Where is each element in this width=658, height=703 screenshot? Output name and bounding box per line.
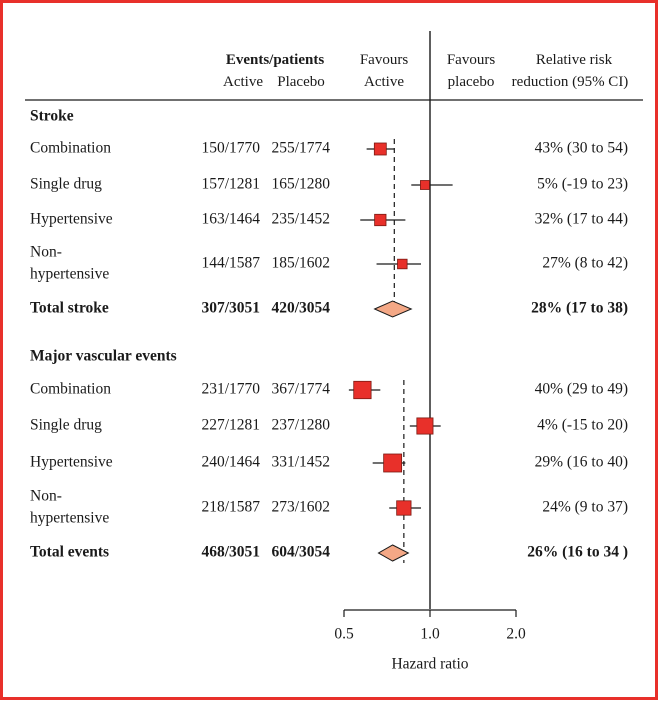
x-axis-label: Hazard ratio [391,656,468,673]
header-rrr-1: Relative risk [536,52,613,68]
total-diamond [373,300,413,318]
relative-risk-reduction: 4% (-15 to 20) [537,417,628,434]
total-diamond [377,544,410,562]
total-label: Total stroke [30,300,109,317]
header-active: Active [223,74,263,90]
total-placebo-events: 604/3054 [271,544,330,561]
hazard-ratio-marker [353,380,372,400]
active-events: 150/1770 [201,140,260,157]
hazard-ratio-marker [420,180,430,190]
placebo-events: 255/1774 [271,140,330,157]
row-label: Combination [30,381,111,398]
placebo-events: 165/1280 [271,176,330,193]
group-title: Stroke [30,108,74,125]
relative-risk-reduction: 29% (16 to 40) [535,454,628,471]
hazard-ratio-marker [397,258,408,270]
group-title: Major vascular events [30,348,177,365]
row-label: Hypertensive [30,211,113,228]
active-events: 227/1281 [201,417,260,434]
x-tick-label: 2.0 [506,626,526,643]
active-events: 157/1281 [201,176,260,193]
relative-risk-reduction: 32% (17 to 44) [535,211,628,228]
placebo-events: 237/1280 [271,417,330,434]
hazard-ratio-marker [396,500,412,516]
relative-risk-reduction: 43% (30 to 54) [535,140,628,157]
row-label: Single drug [30,176,102,193]
active-events: 144/1587 [201,255,260,272]
hazard-ratio-marker [373,142,387,156]
relative-risk-reduction: 24% (9 to 37) [542,499,628,516]
header-favours-placebo-2: placebo [448,74,495,90]
row-label: Combination [30,140,111,157]
total-relative-risk-reduction: 28% (17 to 38) [531,300,628,317]
forest-plot: Events/patients Active Placebo Favours A… [25,31,643,673]
header-favours-active-1: Favours [360,52,408,68]
hazard-ratio-marker [416,417,434,435]
relative-risk-reduction: 40% (29 to 49) [535,381,628,398]
total-placebo-events: 420/3054 [271,300,330,317]
header-events-patients: Events/patients [226,52,325,68]
row-label: Non- [30,244,62,261]
placebo-events: 367/1774 [271,381,330,398]
relative-risk-reduction: 27% (8 to 42) [542,255,628,272]
hazard-ratio-marker [374,213,387,227]
hazard-ratio-marker [383,453,403,473]
x-tick-label: 1.0 [420,626,440,643]
x-tick-label: 0.5 [334,626,354,643]
placebo-events: 331/1452 [271,454,330,471]
header-favours-placebo-1: Favours [447,52,495,68]
header-favours-active-2: Active [364,74,404,90]
plot-layer: Stroke Combination 150/1770 255/1774 43% (30… [30,31,628,673]
row-label: Single drug [30,417,102,434]
row-label: Non- [30,488,62,505]
total-active-events: 468/3051 [201,544,260,561]
header-placebo: Placebo [277,74,324,90]
row-label: hypertensive [30,266,109,283]
total-label: Total events [30,544,109,561]
active-events: 231/1770 [201,381,260,398]
total-active-events: 307/3051 [201,300,260,317]
active-events: 163/1464 [201,211,260,228]
row-label: Hypertensive [30,454,113,471]
placebo-events: 273/1602 [271,499,330,516]
row-label: hypertensive [30,510,109,527]
total-relative-risk-reduction: 26% (16 to 34 ) [527,544,628,561]
active-events: 240/1464 [201,454,260,471]
placebo-events: 235/1452 [271,211,330,228]
placebo-events: 185/1602 [271,255,330,272]
relative-risk-reduction: 5% (-19 to 23) [537,176,628,193]
header-rrr-2: reduction (95% CI) [512,74,629,90]
active-events: 218/1587 [201,499,260,516]
